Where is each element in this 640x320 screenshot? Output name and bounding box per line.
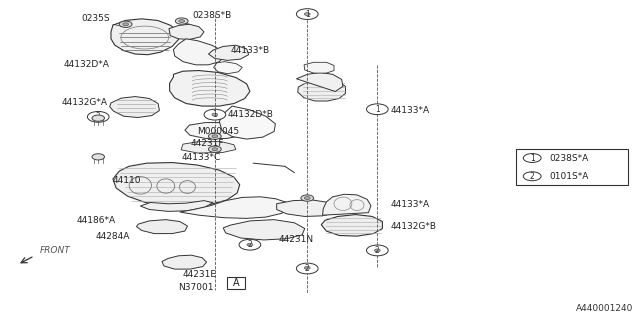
Circle shape xyxy=(88,111,109,122)
Polygon shape xyxy=(180,197,289,218)
Text: FRONT: FRONT xyxy=(40,246,70,255)
Text: 44231N: 44231N xyxy=(278,236,314,244)
Text: 1: 1 xyxy=(530,154,534,163)
Circle shape xyxy=(175,18,188,24)
Text: 44132G*B: 44132G*B xyxy=(390,222,436,231)
Text: 2: 2 xyxy=(305,264,310,273)
Circle shape xyxy=(301,11,314,17)
Circle shape xyxy=(305,13,310,15)
Circle shape xyxy=(296,263,318,274)
Circle shape xyxy=(301,265,314,271)
Circle shape xyxy=(92,114,104,120)
Polygon shape xyxy=(170,70,250,106)
Polygon shape xyxy=(276,200,338,216)
Polygon shape xyxy=(323,194,371,215)
Text: 2: 2 xyxy=(375,246,380,255)
Polygon shape xyxy=(209,45,248,60)
Circle shape xyxy=(209,111,221,118)
Circle shape xyxy=(301,195,314,201)
Circle shape xyxy=(305,267,310,269)
Polygon shape xyxy=(298,79,346,101)
Text: 44110: 44110 xyxy=(113,176,141,185)
Circle shape xyxy=(212,135,218,138)
Circle shape xyxy=(204,109,226,120)
Bar xyxy=(516,149,628,185)
Circle shape xyxy=(374,249,380,252)
Circle shape xyxy=(209,133,221,140)
Text: 44132G*A: 44132G*A xyxy=(62,99,108,108)
Text: 44133*B: 44133*B xyxy=(231,46,270,55)
Text: N37001: N37001 xyxy=(178,283,213,292)
Text: 1: 1 xyxy=(212,110,217,119)
Circle shape xyxy=(367,245,388,256)
Polygon shape xyxy=(111,19,179,55)
Polygon shape xyxy=(136,220,188,234)
Text: 2: 2 xyxy=(96,112,100,121)
Text: 0238S*A: 0238S*A xyxy=(549,154,589,163)
Circle shape xyxy=(244,242,256,248)
Circle shape xyxy=(367,104,388,115)
Text: A: A xyxy=(232,278,239,288)
Text: 44231F: 44231F xyxy=(191,139,224,148)
Circle shape xyxy=(92,115,104,121)
Polygon shape xyxy=(304,62,334,73)
Circle shape xyxy=(212,113,218,116)
Polygon shape xyxy=(296,72,343,92)
Circle shape xyxy=(123,23,129,26)
Text: 44132D*A: 44132D*A xyxy=(64,60,109,69)
Polygon shape xyxy=(109,97,159,117)
Bar xyxy=(227,277,245,289)
Polygon shape xyxy=(220,106,275,139)
Text: 0238S*B: 0238S*B xyxy=(193,11,232,20)
Text: 44132D*B: 44132D*B xyxy=(228,109,273,118)
Text: 44133*A: 44133*A xyxy=(390,106,429,115)
Text: 44133*A: 44133*A xyxy=(390,200,429,209)
Polygon shape xyxy=(223,220,305,240)
Circle shape xyxy=(92,154,104,160)
Text: 1: 1 xyxy=(305,10,310,19)
Circle shape xyxy=(239,239,260,250)
Circle shape xyxy=(371,247,384,253)
Text: M000045: M000045 xyxy=(197,127,239,136)
Polygon shape xyxy=(173,39,225,65)
Polygon shape xyxy=(181,142,236,153)
Circle shape xyxy=(296,9,318,20)
Polygon shape xyxy=(185,123,244,139)
Polygon shape xyxy=(321,215,383,236)
Circle shape xyxy=(524,154,541,163)
Polygon shape xyxy=(140,201,213,212)
Text: A440001240: A440001240 xyxy=(576,304,634,313)
Text: 0101S*A: 0101S*A xyxy=(549,172,589,181)
Circle shape xyxy=(209,146,221,152)
Polygon shape xyxy=(162,255,207,269)
Circle shape xyxy=(524,172,541,181)
Circle shape xyxy=(305,196,310,199)
Text: 44284A: 44284A xyxy=(96,232,130,241)
Polygon shape xyxy=(214,62,243,74)
Text: 1: 1 xyxy=(375,105,380,114)
Circle shape xyxy=(179,20,184,22)
Polygon shape xyxy=(113,163,240,206)
Text: 44231E: 44231E xyxy=(183,270,217,279)
Text: 0235S: 0235S xyxy=(81,14,109,23)
Text: 2: 2 xyxy=(248,240,252,249)
Circle shape xyxy=(95,116,101,118)
Text: 44133*C: 44133*C xyxy=(182,153,221,162)
Polygon shape xyxy=(169,24,204,39)
Circle shape xyxy=(247,243,253,246)
Text: 2: 2 xyxy=(530,172,534,181)
Text: 44186*A: 44186*A xyxy=(77,216,116,225)
Circle shape xyxy=(212,148,218,151)
Circle shape xyxy=(119,21,132,28)
